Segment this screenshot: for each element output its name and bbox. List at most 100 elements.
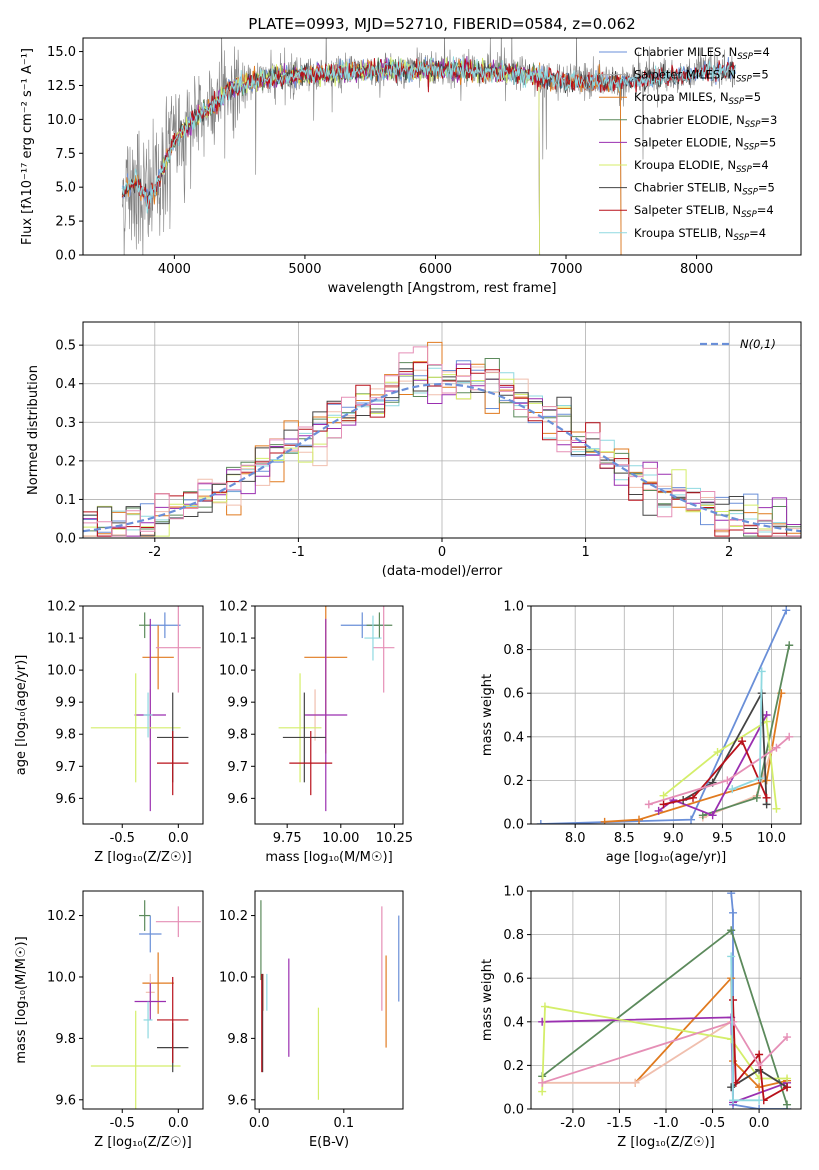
mass-vs-ebv-ytick-label: 10.0 — [219, 970, 248, 985]
weight-vs-Z-xlabel: Z [log₁₀(Z/Z☉)] — [617, 1135, 714, 1150]
legend-entry-4: Chabrier ELODIE, NSSP=3 — [634, 113, 777, 130]
age-vs-mass-frame — [254, 605, 404, 825]
weight-vs-Z-frame — [530, 890, 802, 1110]
legend-entry-7: Chabrier STELIB, NSSP=5 — [634, 181, 775, 198]
residuals-xtick-label: 1 — [581, 545, 589, 560]
mass-vs-ebv-xlabel: E(B-V) — [309, 1135, 349, 1150]
legend-entry-9: Kroupa STELIB, NSSP=4 — [634, 226, 766, 243]
weight-vs-age-marker — [738, 737, 747, 746]
age-vs-Z-xlabel: Z [log₁₀(Z/Z☉)] — [94, 850, 191, 865]
weight-vs-age-ytick-label: 1.0 — [503, 600, 524, 615]
weight-vs-age-marker — [600, 817, 609, 824]
residuals-ylabel: Normed distribution — [26, 365, 41, 495]
mass-vs-ebv-panel: 0.0 0.1 9.6 9.8 10.0 10.2 E(B-V) — [219, 890, 404, 1150]
legend-entry-6: Kroupa ELODIE, NSSP=4 — [634, 158, 769, 175]
residuals-xtick-label: -2 — [148, 545, 161, 560]
weight-vs-Z-marker — [755, 1105, 764, 1109]
weight-vs-age-xtick-label: 8.0 — [565, 831, 586, 846]
spectrum-title: PLATE=0993, MJD=52710, FIBERID=0584, z=0… — [248, 15, 635, 33]
spectrum-xtick-label: 5000 — [288, 262, 321, 277]
weight-vs-age-marker — [708, 811, 717, 820]
weight-vs-age-xtick-label: 8.5 — [614, 831, 635, 846]
weight-vs-age-series-9 — [648, 736, 790, 806]
mass-vs-ebv-ytick-label: 9.8 — [227, 1032, 248, 1047]
weight-vs-age-series-5 — [658, 714, 768, 817]
weight-vs-Z-ytick-label: 0.2 — [503, 1059, 524, 1074]
weight-vs-age-series-8 — [663, 739, 768, 806]
weight-vs-age-marker — [698, 811, 707, 820]
histogram-step-6 — [83, 363, 801, 537]
weight-vs-age-marker — [785, 732, 794, 741]
spectrum-frame — [82, 37, 802, 256]
weight-vs-Z-series-9 — [541, 1020, 788, 1084]
weight-vs-Z-xtick-label: -0.5 — [700, 1116, 725, 1131]
spectrum-ylabel: Flux [fλ10⁻¹⁷ erg cm⁻² s⁻¹ A⁻¹] — [20, 48, 35, 245]
residuals-xtick-label: 2 — [725, 545, 733, 560]
mass-vs-Z-ytick-label: 9.6 — [55, 1093, 76, 1108]
legend-entry-8: Salpeter STELIB, NSSP=4 — [634, 203, 774, 220]
histogram-step-10 — [83, 346, 801, 537]
age-vs-Z-ytick-label: 10.1 — [47, 632, 76, 647]
reference-legend-label: N(0,1) — [740, 337, 776, 351]
weight-vs-age-marker — [654, 806, 663, 815]
gaussian-reference-line — [83, 382, 801, 533]
weight-vs-age-marker — [659, 800, 668, 809]
mass-vs-ebv-ytick-label: 10.2 — [219, 909, 248, 924]
mass-vs-Z-xtick-label: 0.0 — [168, 1116, 189, 1131]
mass-vs-Z-ytick-label: 9.8 — [55, 1032, 76, 1047]
age-vs-mass-panel: 9.75 10.00 10.25 9.6 9.7 9.8 9.9 10.0 10.1 10.2 ma… — [219, 600, 413, 866]
age-vs-mass-xtick-label: 9.75 — [273, 831, 302, 846]
mass-vs-Z-plot-area — [90, 900, 201, 1109]
mass-vs-Z-panel: -0.5 0.0 9.6 9.8 10.0 10.2 Z [log₁₀(Z/Z☉)] mass… — [14, 890, 204, 1150]
spectrum-xtick-label: 7000 — [549, 262, 582, 277]
weight-vs-age-series-7 — [682, 689, 768, 805]
weight-vs-Z-marker — [538, 1078, 547, 1087]
age-vs-mass-ytick-label: 9.8 — [227, 728, 248, 743]
spectrum-panel: 4000 5000 6000 7000 8000 0.0 2.5 5.0 7.5 10.0 12.5… — [20, 37, 802, 296]
weight-vs-age-series-2 — [604, 693, 783, 823]
weight-vs-Z-marker — [783, 1083, 792, 1092]
residuals-frame — [82, 321, 802, 539]
residuals-ytick-label: 0.1 — [55, 493, 76, 508]
weight-vs-Z-marker — [755, 1096, 764, 1105]
weight-vs-Z-xtick-label: 0.0 — [749, 1116, 770, 1131]
weight-vs-Z-marker — [727, 891, 736, 898]
legend-entry-5: Salpeter ELODIE, NSSP=5 — [634, 135, 776, 152]
mass-vs-Z-ytick-label: 10.2 — [47, 909, 76, 924]
weight-vs-age-series-4 — [702, 645, 791, 817]
spectrum-xtick-label: 4000 — [158, 262, 191, 277]
residuals-ytick-label: 0.3 — [55, 416, 76, 431]
weight-vs-age-marker — [689, 793, 697, 802]
weight-vs-Z-xtick-label: -2.0 — [560, 1116, 585, 1131]
spectrum-xtick-label: 6000 — [419, 262, 452, 277]
age-vs-mass-ytick-label: 10.0 — [219, 664, 248, 679]
weight-vs-Z-marker — [540, 1002, 549, 1011]
residuals-plot-area — [83, 341, 801, 537]
residuals-xlabel: (data-model)/error — [382, 564, 503, 579]
weight-vs-age-ytick-label: 0.0 — [503, 818, 524, 833]
weight-vs-Z-ytick-label: 0.6 — [503, 972, 524, 987]
weight-vs-age-marker — [772, 743, 781, 752]
spectrum-legend: Chabrier MILES, NSSP=4 Salpeter MILES, NS… — [599, 45, 777, 243]
mass-vs-Z-ytick-label: 10.0 — [47, 970, 76, 985]
weight-vs-age-marker — [772, 804, 781, 813]
mass-vs-Z-xtick-label: -0.5 — [110, 1116, 135, 1131]
weight-vs-age-xtick-label: 10.0 — [757, 831, 786, 846]
mass-vs-Z-xlabel: Z [log₁₀(Z/Z☉)] — [94, 1135, 191, 1150]
weight-vs-age-marker — [713, 748, 722, 757]
weight-vs-Z-marker — [783, 1074, 792, 1083]
age-vs-mass-xtick-label: 10.25 — [376, 831, 413, 846]
weight-vs-age-marker — [762, 776, 771, 785]
model-spectrum-line-3 — [121, 59, 622, 255]
legend-entry-3: Kroupa MILES, NSSP=5 — [634, 90, 761, 107]
residuals-ytick-label: 0.0 — [55, 532, 76, 547]
weight-vs-Z-xtick-label: -1.0 — [653, 1116, 678, 1131]
weight-vs-age-marker — [659, 791, 668, 800]
weight-vs-age-marker — [757, 667, 766, 676]
age-vs-mass-ytick-label: 10.1 — [219, 632, 248, 647]
weight-vs-Z-marker — [631, 1078, 640, 1087]
mass-vs-ebv-plot-area — [260, 900, 400, 1100]
age-vs-Z-ytick-label: 9.9 — [55, 696, 76, 711]
weight-vs-Z-marker — [755, 1050, 764, 1059]
mass-vs-ebv-frame — [254, 890, 404, 1110]
